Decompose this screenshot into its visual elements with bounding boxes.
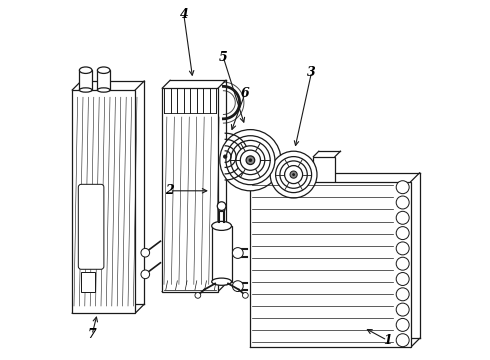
Circle shape: [232, 248, 243, 258]
Ellipse shape: [79, 88, 92, 92]
Circle shape: [275, 157, 312, 193]
Bar: [250, 182, 411, 347]
Circle shape: [396, 334, 409, 347]
Circle shape: [248, 158, 252, 162]
Ellipse shape: [98, 88, 110, 92]
Ellipse shape: [212, 221, 231, 230]
Circle shape: [195, 292, 201, 298]
Circle shape: [396, 211, 409, 224]
Circle shape: [280, 161, 307, 188]
Bar: [212, 226, 231, 282]
Text: 1: 1: [383, 334, 392, 347]
Circle shape: [220, 130, 281, 191]
Circle shape: [217, 202, 226, 210]
Circle shape: [290, 171, 297, 178]
Circle shape: [292, 173, 295, 176]
Circle shape: [396, 181, 409, 194]
Bar: [98, 70, 110, 90]
Circle shape: [231, 140, 270, 180]
Circle shape: [396, 273, 409, 285]
Ellipse shape: [212, 278, 231, 285]
Circle shape: [396, 227, 409, 240]
Circle shape: [226, 136, 275, 185]
Text: 5: 5: [219, 51, 228, 64]
Ellipse shape: [98, 67, 110, 73]
Bar: [162, 88, 218, 292]
Ellipse shape: [219, 208, 225, 212]
Circle shape: [141, 270, 149, 279]
Circle shape: [240, 150, 261, 170]
Text: 2: 2: [165, 184, 174, 197]
Circle shape: [246, 156, 255, 165]
FancyBboxPatch shape: [78, 184, 104, 269]
Circle shape: [285, 166, 303, 184]
Circle shape: [236, 146, 265, 175]
Circle shape: [243, 292, 248, 298]
Circle shape: [396, 303, 409, 316]
Circle shape: [232, 281, 243, 292]
Bar: [79, 70, 92, 90]
Circle shape: [396, 257, 409, 270]
Circle shape: [141, 248, 149, 257]
Text: 7: 7: [88, 328, 97, 341]
Circle shape: [396, 288, 409, 301]
Circle shape: [396, 196, 409, 209]
Bar: [81, 272, 95, 292]
Circle shape: [270, 151, 317, 198]
Circle shape: [223, 154, 227, 159]
Bar: [72, 90, 135, 313]
Circle shape: [396, 318, 409, 331]
Text: 6: 6: [241, 87, 249, 100]
Bar: [314, 157, 335, 193]
Text: 3: 3: [307, 66, 316, 78]
Ellipse shape: [79, 67, 92, 73]
Circle shape: [396, 242, 409, 255]
Text: 4: 4: [179, 8, 188, 21]
